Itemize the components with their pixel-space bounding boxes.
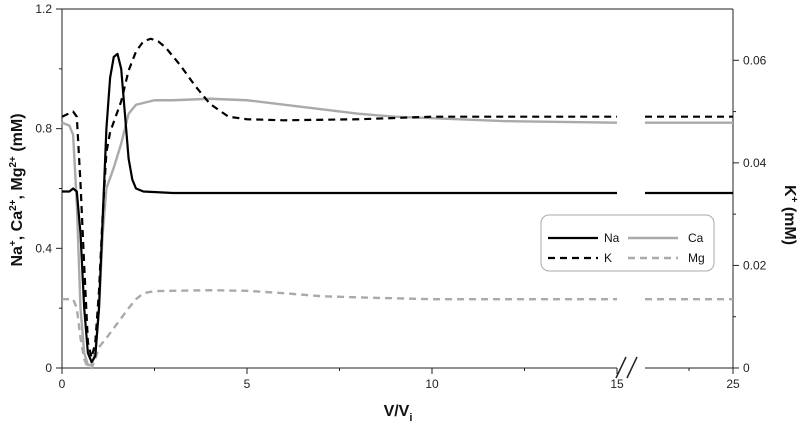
legend-label-mg: Mg: [688, 251, 705, 265]
y-left-label-na: Na: [9, 246, 26, 267]
axis-break-mark-right: [626, 356, 638, 379]
y-right-label-unit: (mM): [781, 202, 798, 245]
series-na-line: [62, 52, 617, 364]
y-right-label-k-charge: +: [788, 197, 799, 203]
y-left-tick-label-2: 0.8: [35, 122, 52, 136]
y-right-label-k: K: [781, 185, 798, 197]
x-axis-label-subscript: i: [409, 412, 412, 424]
legend-label-na: Na: [604, 231, 620, 245]
y-left-label-unit: (mM): [9, 113, 26, 156]
series-k-line: [61, 37, 617, 359]
y-left-label-mg-charge: 2+: [8, 156, 19, 168]
series-ca-line: [61, 97, 618, 367]
x-axis-label-main: V/V: [384, 403, 410, 420]
x-tick-label-3: 15: [610, 377, 624, 391]
y-right-tick-label-3: 0.06: [743, 53, 767, 67]
y-left-label-ca-charge: 2+: [8, 199, 19, 211]
x-tick-label-0: 0: [59, 377, 66, 391]
y-right-tick-label-1: 0.02: [743, 258, 767, 272]
legend-label-k: K: [604, 251, 612, 265]
y-left-tick-label-1: 0.4: [35, 241, 52, 255]
x-tick-label-4: 25: [726, 377, 740, 391]
legend-label-ca: Ca: [688, 231, 704, 245]
y-left-label-ca: , Ca: [9, 211, 26, 240]
y-right-tick-label-0: 0: [743, 361, 750, 375]
x-tick-label-2: 10: [425, 377, 439, 391]
series-layer: [61, 37, 733, 370]
x-tick-label-1: 5: [244, 377, 251, 391]
axis-break-mark-left: [615, 356, 627, 379]
y-right-tick-label-2: 0.04: [743, 156, 767, 170]
y-left-label-mg: , Mg: [9, 168, 26, 200]
series-mg-line: [62, 289, 617, 370]
y-axis-right-label: K+ (mM): [781, 185, 799, 245]
x-axis-label: V/Vi: [384, 403, 413, 424]
legend: Na Ca K Mg: [540, 214, 715, 272]
y-left-label-na-charge: +: [8, 240, 19, 246]
y-axis-left-label: Na+, Ca2+, Mg2+ (mM): [8, 113, 26, 266]
y-left-tick-label-3: 1.2: [35, 2, 52, 16]
y-left-tick-label-0: 0: [45, 361, 52, 375]
